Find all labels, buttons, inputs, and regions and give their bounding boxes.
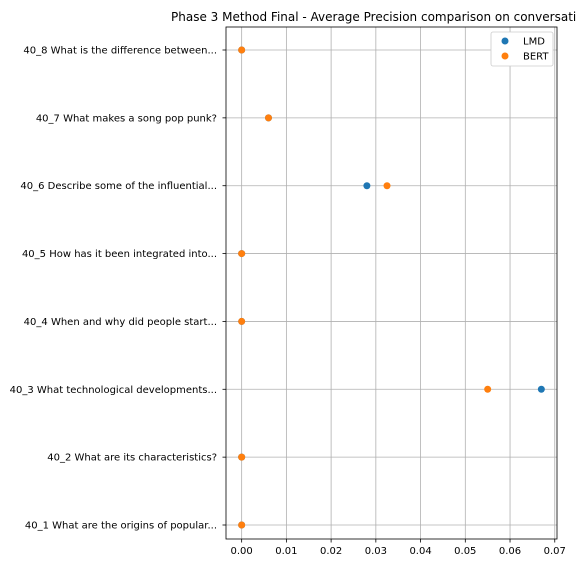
chart-title: Phase 3 Method Final - Average Precision…: [171, 10, 576, 24]
legend-label-lmd: LMD: [523, 37, 545, 48]
data-point-bert: [238, 250, 246, 258]
data-point-bert: [238, 521, 246, 529]
legend-marker-lmd: [501, 37, 509, 45]
plot-area-frame: [225, 26, 558, 540]
data-point-bert: [484, 385, 492, 393]
y-tick-label: 40_1 What are the origins of popular...: [25, 521, 217, 532]
y-tick-label: 40_3 What technological developments...: [10, 385, 217, 396]
x-tick-label: 0.06: [499, 546, 521, 557]
data-point-lmd: [537, 385, 545, 393]
x-tick-label: 0.04: [409, 546, 431, 557]
grid-lines: [226, 27, 557, 539]
x-tick-label: 0.01: [275, 546, 297, 557]
y-tick-label: 40_2 What are its characteristics?: [47, 453, 217, 464]
legend: LMD BERT: [490, 31, 554, 67]
y-tick-label: 40_8 What is the difference between...: [23, 46, 217, 57]
x-tick-label: 0.02: [320, 546, 342, 557]
y-tick-label: 40_5 How has it been integrated into...: [22, 249, 217, 260]
y-tick-label: 40_4 When and why did people start...: [24, 317, 217, 328]
data-points: [238, 46, 545, 529]
legend-label-bert: BERT: [523, 52, 549, 63]
x-tick-label: 0.00: [231, 546, 253, 557]
x-tick-label: 0.03: [365, 546, 387, 557]
data-point-bert: [238, 317, 246, 325]
data-point-bert: [238, 46, 246, 54]
data-point-lmd: [363, 182, 371, 190]
axis-ticks: 0.00 0.01 0.02 0.03 0.04 0.05 0.06 0.07 40_8 Wha…: [10, 46, 566, 558]
data-point-bert: [264, 114, 272, 122]
y-tick-label: 40_7 What makes a song pop punk?: [36, 113, 217, 124]
legend-marker-bert: [501, 52, 509, 60]
data-point-bert: [383, 182, 391, 190]
data-point-bert: [238, 453, 246, 461]
y-tick-label: 40_6 Describe some of the influential...: [20, 181, 217, 192]
x-tick-label: 0.07: [544, 546, 566, 557]
x-tick-label: 0.05: [454, 546, 476, 557]
